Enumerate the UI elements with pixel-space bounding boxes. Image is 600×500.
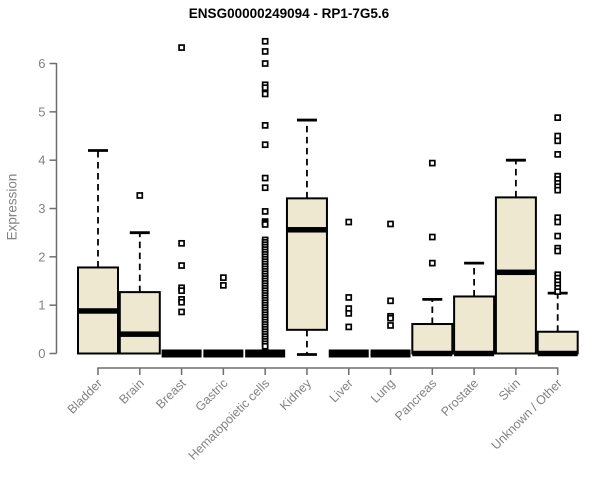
median-line [286, 227, 327, 233]
outlier-point [554, 288, 562, 295]
outlier-point [387, 314, 394, 322]
box-prostate [453, 261, 496, 357]
box-breast [161, 44, 202, 358]
outlier-point [261, 122, 269, 129]
chart-title: ENSG00000249094 - RP1-7G5.6 [188, 6, 390, 21]
box-skin [494, 158, 537, 355]
outlier-point [345, 310, 353, 317]
outlier-point [261, 342, 269, 350]
y-tick-label: 2 [38, 249, 45, 264]
y-tick-label: 6 [38, 56, 45, 71]
x-tick-label-gastric: Gastric [193, 376, 231, 414]
y-tick-label: 4 [38, 153, 45, 168]
outlier-point [345, 323, 353, 331]
outlier-point [261, 84, 269, 92]
outlier-point [554, 137, 562, 145]
x-tick-label-bladder: Bladder [65, 376, 105, 416]
median-line [412, 350, 453, 357]
box-hematopoietic-cells [245, 37, 286, 358]
outlier-point [261, 174, 269, 182]
outlier-point [387, 220, 394, 228]
outlier-point [428, 233, 436, 241]
outlier-point [387, 322, 394, 329]
box-liver [328, 218, 369, 358]
x-tick-label-breast: Breast [153, 376, 189, 412]
outlier-point [554, 247, 562, 255]
outlier-point [554, 186, 562, 194]
x-tick-label-unknown-other: Unknown / Other [489, 376, 565, 452]
collapsed-box [203, 349, 244, 358]
median-line [495, 269, 536, 276]
box-pancreas [411, 159, 454, 357]
box-lung [370, 220, 411, 358]
iqr-box [494, 196, 537, 355]
iqr-box [536, 330, 579, 355]
outlier-point [178, 298, 185, 306]
collapsed-box [245, 349, 286, 358]
x-tick-label-liver: Liver [327, 376, 356, 405]
outlier-point [261, 60, 269, 67]
median-line [454, 350, 495, 357]
outlier-point [261, 221, 269, 228]
outlier-point [554, 151, 562, 158]
outlier-point [345, 218, 353, 226]
x-tick-label-lung: Lung [368, 376, 398, 406]
outlier-point [261, 184, 269, 192]
outlier-point [261, 141, 269, 149]
x-tick-label-brain: Brain [116, 376, 147, 407]
box-unknown-other [536, 114, 579, 357]
outlier-point [428, 159, 436, 167]
outlier-point [261, 208, 269, 215]
box-kidney [285, 118, 328, 356]
outlier-point [220, 274, 227, 281]
outlier-point [345, 294, 353, 301]
box-brain [118, 192, 161, 355]
outlier-point [554, 218, 562, 226]
box-gastric [203, 274, 244, 358]
outlier-point [178, 44, 185, 51]
outlier-point [178, 287, 185, 295]
outlier-point [136, 192, 144, 199]
outlier-point [178, 308, 185, 316]
iqr-box [118, 291, 161, 355]
y-axis: 0 1 2 3 4 5 6 [38, 56, 58, 361]
y-axis-title: Expression [4, 173, 20, 241]
collapsed-box [328, 349, 369, 358]
iqr-box [285, 197, 328, 331]
x-tick-label-prostate: Prostate [438, 376, 481, 419]
x-tick-label-pancreas: Pancreas [392, 376, 439, 423]
outlier-point [220, 282, 227, 289]
outlier-point [554, 232, 562, 240]
x-tick-label-hematopoietic-cells: Hematopoietic cells [186, 376, 273, 463]
median-line [78, 308, 118, 314]
collapsed-box [161, 349, 202, 358]
x-tick-label-skin: Skin [496, 376, 523, 403]
iqr-box [411, 323, 454, 355]
median-line [537, 350, 578, 357]
outlier-point [178, 239, 185, 247]
x-tick-label-kidney: Kidney [277, 376, 314, 413]
box-bladder [77, 149, 119, 355]
y-tick-label: 0 [38, 346, 45, 361]
outlier-point [261, 37, 269, 45]
collapsed-box [370, 349, 411, 358]
outlier-point [261, 90, 269, 98]
outlier-point [261, 48, 269, 55]
y-tick-label: 3 [38, 201, 45, 216]
outlier-point [178, 262, 185, 269]
iqr-box [453, 295, 496, 355]
y-tick-label: 1 [38, 298, 45, 313]
outlier-point [428, 259, 436, 267]
outlier-point [387, 297, 394, 305]
outlier-point [554, 114, 562, 121]
y-tick-label: 5 [38, 104, 45, 119]
median-line [119, 331, 160, 337]
